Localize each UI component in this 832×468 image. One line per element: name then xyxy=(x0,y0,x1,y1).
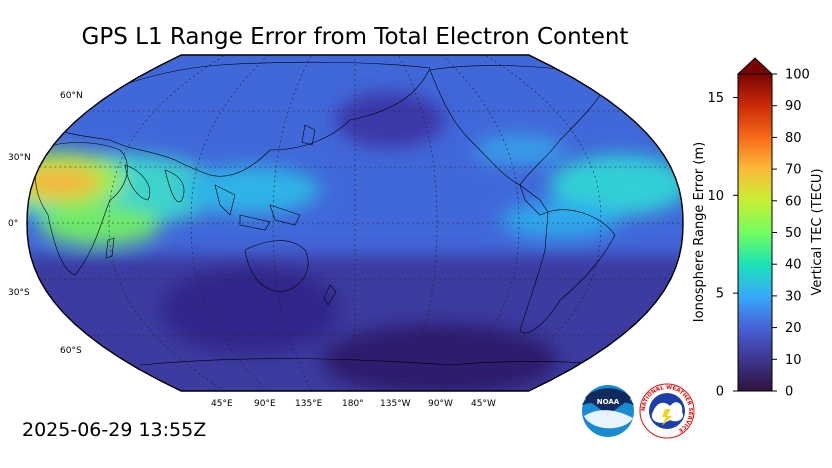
graticule-meridian xyxy=(272,55,312,391)
colorbar-right-tick-label: 0 xyxy=(785,385,793,400)
colorbar-left-tick-label: 5 xyxy=(716,287,724,302)
noaa-logo: NOAA xyxy=(582,385,634,437)
lat-label-0: 0° xyxy=(8,219,18,229)
lat-label-60s: 60°S xyxy=(60,346,82,356)
lon-label-45e: 45°E xyxy=(211,399,233,409)
lon-label-90e: 90°E xyxy=(254,399,276,409)
colorbar-extend-arrow xyxy=(736,57,774,75)
colorbar-gradient xyxy=(737,73,773,392)
colorbar-right-label: Vertical TEC (TECU) xyxy=(810,168,825,295)
lat-label-60n: 60°N xyxy=(60,91,83,101)
colorbar-left-tick-label: 15 xyxy=(707,91,724,106)
lon-label-45w: 45°W xyxy=(471,399,496,409)
graticule-meridian xyxy=(398,55,438,391)
colorbar-right-tick-label: 90 xyxy=(785,99,802,114)
colorbar-right-tick-label: 50 xyxy=(785,226,802,241)
colorbar-left-label: Ionosphere Range Error (m) xyxy=(692,142,707,322)
colorbar-right-tick-label: 20 xyxy=(785,321,802,336)
graticule xyxy=(27,55,683,391)
colorbar-right-tick-label: 80 xyxy=(785,131,802,146)
colorbar-right-tick-label: 70 xyxy=(785,163,802,178)
colorbar-right-tick-label: 10 xyxy=(785,353,802,368)
colorbar-right-tick-label: 40 xyxy=(785,258,802,273)
graticule-meridian xyxy=(190,55,269,391)
noaa-logo-text: NOAA xyxy=(597,398,620,406)
lon-label-90w: 90°W xyxy=(428,399,453,409)
colorbar-right-tick-label: 100 xyxy=(785,68,810,83)
colorbar-left-tick-label: 10 xyxy=(707,189,724,204)
map-boundary xyxy=(26,54,684,392)
timestamp: 2025-06-29 13:55Z xyxy=(22,419,207,441)
lat-label-30s: 30°S xyxy=(8,288,30,298)
colorbar-right-tick-label: 60 xyxy=(785,194,802,209)
chart-title: GPS L1 Range Error from Total Electron C… xyxy=(81,24,629,50)
tec-map xyxy=(27,55,683,391)
lat-label-30n: 30°N xyxy=(8,153,31,163)
colorbar: 0 5 10 15 0 10 20 30 40 50 60 70 80 90 100 Ionosphere… xyxy=(692,57,825,400)
colorbar-right-tick-label: 30 xyxy=(785,289,802,304)
colorbar-left-tick-label: 0 xyxy=(716,385,724,400)
nws-logo: NATIONAL WEATHER SERVICE xyxy=(639,383,695,439)
lon-label-135w: 135°W xyxy=(380,399,411,409)
graticule-meridian xyxy=(441,55,520,391)
lon-label-135e: 135°E xyxy=(295,399,323,409)
lon-label-180: 180° xyxy=(342,399,364,409)
